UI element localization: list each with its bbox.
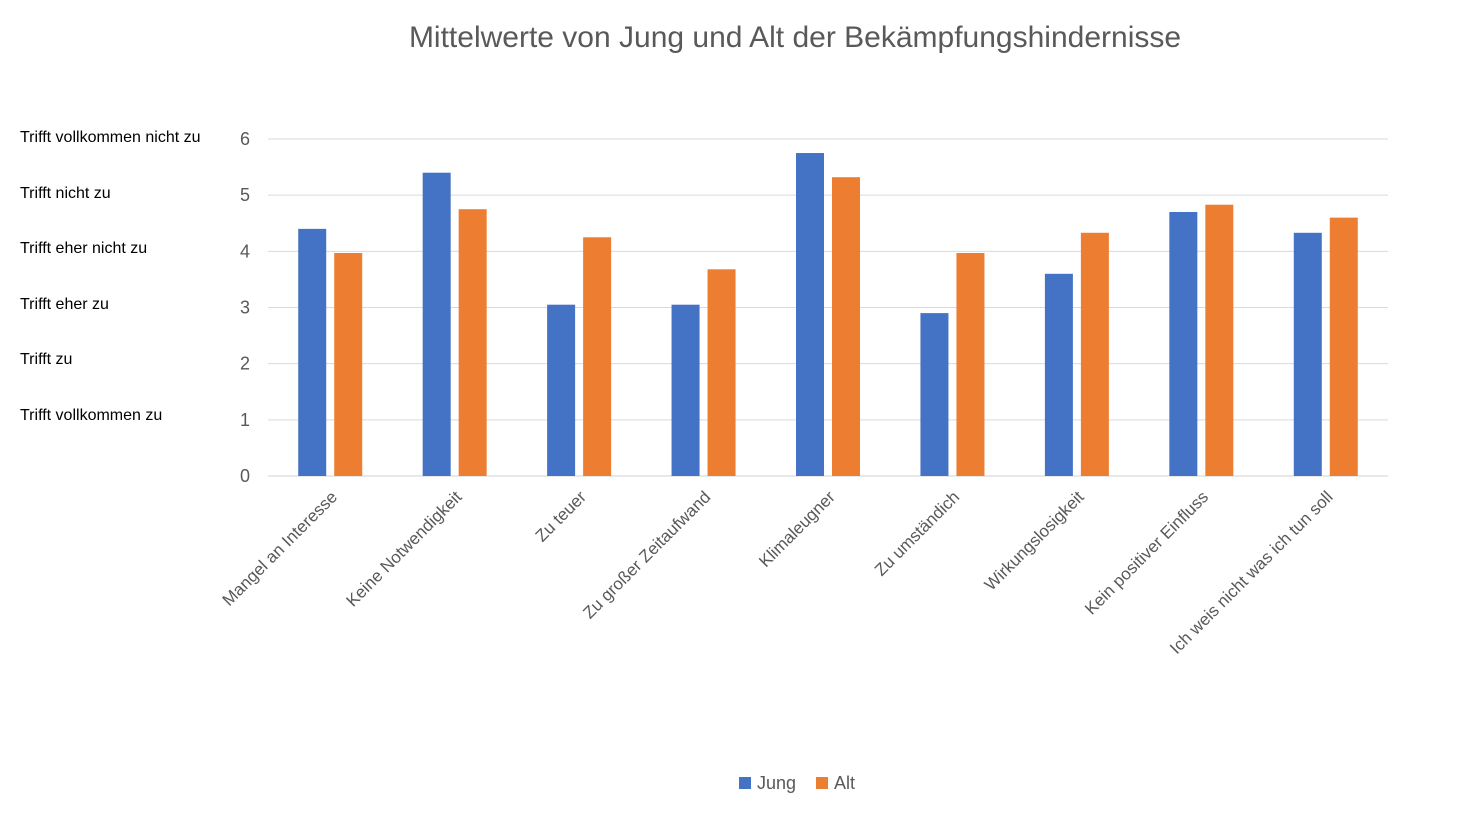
- y-axis-annotations: Trifft vollkommen nicht zu Trifft nicht z…: [20, 129, 201, 424]
- y-annotation-label: Trifft zu: [20, 351, 72, 368]
- bar-jung: [422, 172, 451, 476]
- y-tick-label: 5: [240, 185, 250, 205]
- bar-alt: [458, 209, 487, 477]
- bar-alt: [832, 177, 860, 476]
- bar-alt: [1080, 232, 1109, 476]
- bar-jung: [671, 304, 700, 476]
- legend-swatch-jung: [739, 777, 751, 789]
- y-annotation-label: Trifft eher nicht zu: [20, 240, 147, 257]
- y-annotation-label: Trifft nicht zu: [20, 185, 111, 202]
- legend-label-jung: Jung: [757, 773, 796, 793]
- bar-alt: [1329, 217, 1358, 476]
- bar-jung: [298, 228, 327, 476]
- x-category-label: Wirkungslosigkeit: [981, 487, 1088, 594]
- x-category-label: Kein positiver Einfluss: [1081, 487, 1212, 618]
- y-tick-label: 4: [240, 241, 250, 261]
- x-category-label: Klimaleugner: [755, 487, 839, 571]
- x-category-label: Zu umständich: [871, 487, 963, 579]
- x-category-label: Keine Notwendigkeit: [342, 487, 465, 610]
- x-axis-categories: Mangel an Interesse Keine Notwendigkeit Zu…: [219, 487, 1337, 658]
- bar-alt: [956, 253, 985, 476]
- bar-alt: [334, 253, 363, 476]
- bar-jung: [1293, 232, 1322, 476]
- grid-lines: [268, 138, 1388, 477]
- legend-label-alt: Alt: [834, 773, 855, 793]
- bar-jung: [796, 153, 824, 476]
- chart-title: Mittelwerte von Jung und Alt der Bekämpf…: [409, 21, 1181, 54]
- bars: [298, 153, 1358, 477]
- bar-alt: [1205, 204, 1234, 476]
- y-tick-label: 0: [240, 466, 250, 486]
- legend-swatch-alt: [816, 777, 828, 789]
- y-annotation-label: Trifft vollkommen nicht zu: [20, 129, 201, 146]
- bar-alt: [707, 269, 736, 476]
- bar-jung: [547, 304, 576, 476]
- bar-jung: [1169, 212, 1198, 476]
- y-tick-label: 1: [240, 410, 250, 430]
- y-tick-label: 6: [240, 129, 250, 149]
- bar-jung: [920, 313, 949, 476]
- y-annotation-label: Trifft vollkommen zu: [20, 407, 162, 424]
- bar-alt: [583, 237, 612, 476]
- y-axis-ticks: 0 1 2 3 4 5 6: [240, 129, 250, 486]
- legend: Jung Alt: [739, 773, 855, 793]
- x-category-label: Mangel an Interesse: [219, 487, 341, 609]
- bar-jung: [1044, 273, 1073, 476]
- y-tick-label: 2: [240, 354, 250, 374]
- x-category-label: Zu teuer: [532, 487, 590, 545]
- x-category-label: Zu großer Zeitaufwand: [579, 487, 714, 622]
- y-tick-label: 3: [240, 298, 250, 318]
- y-annotation-label: Trifft eher zu: [20, 296, 109, 313]
